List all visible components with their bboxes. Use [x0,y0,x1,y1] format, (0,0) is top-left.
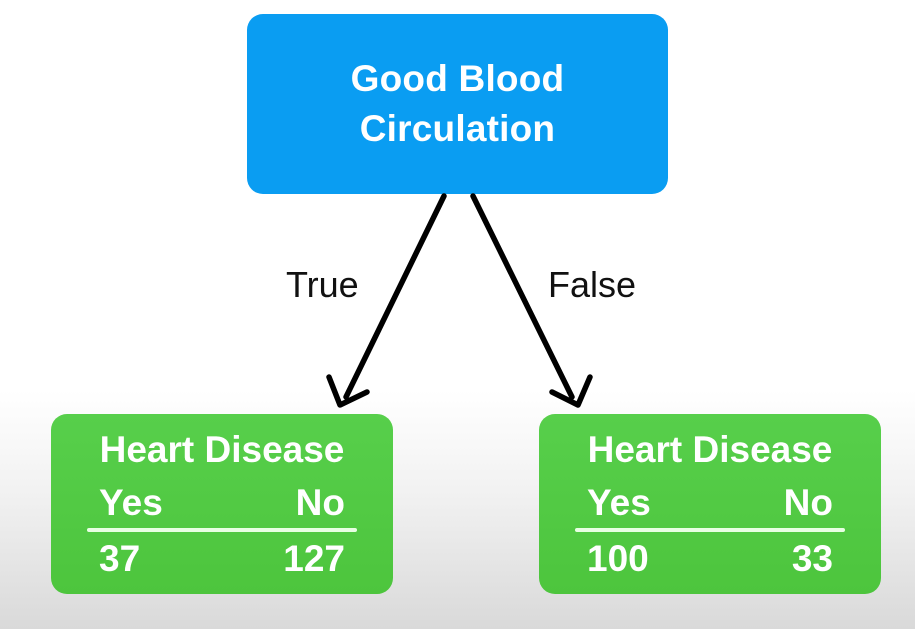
left-leaf-values-row: 37 127 [79,538,365,580]
root-label: Good Blood Circulation [351,54,565,154]
true-edge-label: True [286,264,359,305]
left-leaf-title: Heart Disease [99,429,345,470]
right-leaf-no-label: No [783,482,833,523]
false-edge-arrowhead [549,374,593,408]
right-leaf-values-row: 100 33 [567,538,853,580]
right-leaf-header-row: Yes No [567,482,853,524]
root-label-line-2: Circulation [359,108,556,149]
false-edge-label: False [548,264,637,305]
root-label-line-1: Good Blood [350,58,565,99]
right-leaf-no-value: 33 [791,538,833,579]
root-node: Good Blood Circulation [247,14,668,194]
true-edge-line [343,193,447,400]
left-leaf-divider [87,528,357,532]
right-leaf-title: Heart Disease [587,429,833,470]
right-leaf-divider [575,528,845,532]
right-leaf-node: Heart Disease Yes No 100 33 [539,414,881,594]
left-leaf-yes-label: Yes [99,482,163,523]
right-leaf-yes-value: 100 [587,538,649,579]
left-leaf-node: Heart Disease Yes No 37 127 [51,414,393,594]
true-edge-arrowhead [326,374,370,408]
left-leaf-no-label: No [295,482,345,523]
left-leaf-header-row: Yes No [79,482,365,524]
left-leaf-no-value: 127 [283,538,345,579]
right-leaf-yes-label: Yes [587,482,651,523]
left-leaf-yes-value: 37 [99,538,141,579]
